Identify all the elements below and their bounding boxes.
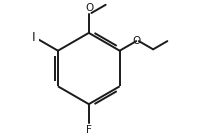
Text: O: O	[85, 3, 94, 13]
Text: I: I	[31, 31, 35, 44]
Text: O: O	[133, 36, 141, 46]
Text: F: F	[86, 125, 92, 135]
